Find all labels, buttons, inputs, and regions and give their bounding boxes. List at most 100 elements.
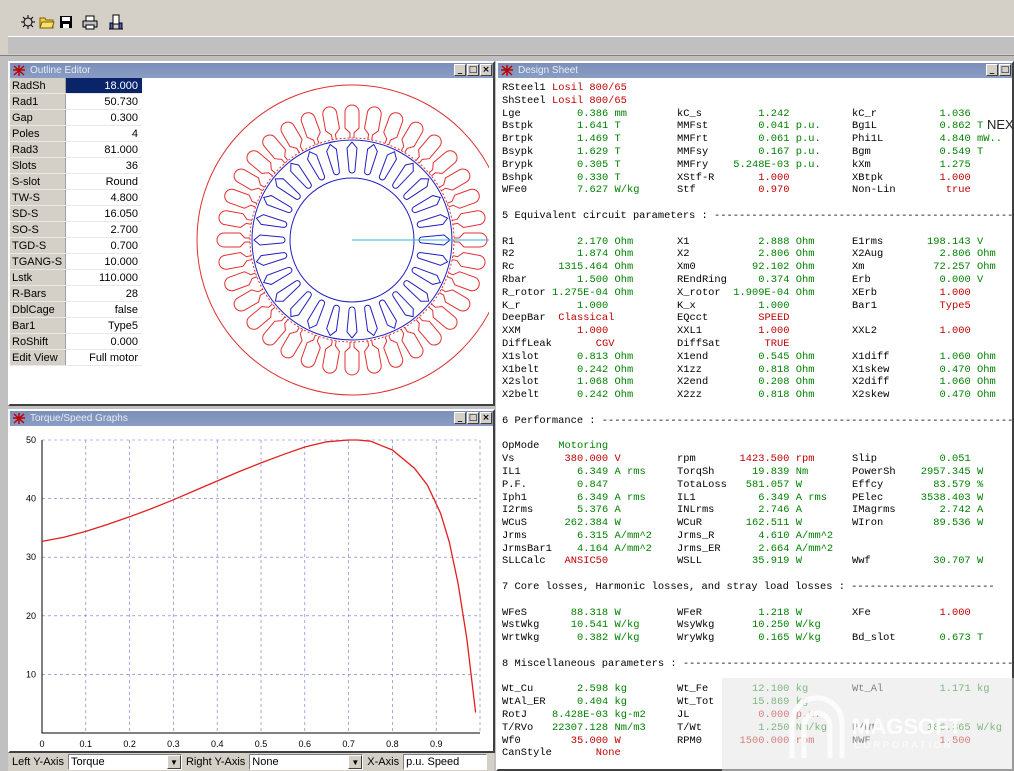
param-value[interactable]: 10.000 <box>66 254 142 269</box>
app-icon[interactable] <box>13 65 25 76</box>
design-line: Bsypk 1.629 T MMFsy 0.167 p.u. Bgm 0.549 T <box>502 146 1012 159</box>
maximize-button[interactable]: □ <box>467 64 479 76</box>
param-value[interactable]: 0.300 <box>66 110 142 125</box>
param-value[interactable]: false <box>66 302 142 317</box>
param-value[interactable]: 36 <box>66 158 142 173</box>
param-value: 35.919 <box>752 555 790 568</box>
param-label: T/Wt <box>677 721 702 734</box>
param-row[interactable]: SD-S 16.050 <box>10 206 142 222</box>
param-value: A/mm^2 <box>614 529 652 542</box>
param-row[interactable]: DblCage false <box>10 302 142 318</box>
param-row[interactable]: SO-S 2.700 <box>10 222 142 238</box>
param-label: PowerSh <box>852 465 896 478</box>
param-value[interactable]: 2.700 <box>66 222 142 237</box>
param-value: W <box>977 517 984 530</box>
close-button[interactable]: × <box>480 412 492 424</box>
param-value[interactable]: 28 <box>66 286 142 301</box>
design-line: ShSteel Losil 800/65 <box>502 95 1012 108</box>
param-label: MMFrt <box>677 133 709 146</box>
new-icon[interactable] <box>18 12 38 32</box>
param-value[interactable]: 16.050 <box>66 206 142 221</box>
param-value: Ohm <box>795 248 815 261</box>
param-value[interactable]: 4.800 <box>66 190 142 205</box>
param-label: IL1 <box>502 465 521 478</box>
param-row[interactable]: TW-S 4.800 <box>10 190 142 206</box>
param-value[interactable]: 0.000 <box>66 334 142 349</box>
x-tick-label: 0.7 <box>342 739 355 749</box>
param-row[interactable]: Edit View Full motor <box>10 350 142 366</box>
param-value: W <box>614 517 621 530</box>
param-value[interactable]: 18.000 <box>66 78 142 93</box>
param-row[interactable]: Rad1 50.730 <box>10 94 142 110</box>
param-label: I2rms <box>502 504 534 517</box>
app-icon[interactable] <box>501 65 513 76</box>
param-value[interactable]: Type5 <box>66 318 142 333</box>
open-icon[interactable] <box>37 12 57 32</box>
design-line: SLLCalc ANSIC50 WSLL 35.919 W Wwf 30.707 W <box>502 555 1012 568</box>
param-value: 0.061 <box>758 133 790 146</box>
param-row[interactable]: Gap 0.300 <box>10 110 142 126</box>
param-name: Gap <box>10 110 66 125</box>
app-icon[interactable] <box>13 413 25 424</box>
maximize-button[interactable]: □ <box>467 412 479 424</box>
param-row[interactable]: RadSh 18.000 <box>10 78 142 94</box>
param-row[interactable]: Poles 4 <box>10 126 142 142</box>
chevron-down-icon[interactable]: ▼ <box>348 755 363 769</box>
minimize-button[interactable]: _ <box>986 64 998 76</box>
outline-editor-titlebar[interactable]: Outline Editor _ □ × <box>10 63 493 78</box>
close-button[interactable]: × <box>480 64 492 76</box>
print-icon[interactable] <box>80 12 100 32</box>
param-value: 2.806 <box>758 248 790 261</box>
param-value: 0.208 <box>758 376 790 389</box>
param-row[interactable]: R-Bars 28 <box>10 286 142 302</box>
maximize-button[interactable]: □ <box>999 64 1011 76</box>
param-label: K_r <box>502 299 521 312</box>
design-sheet-titlebar[interactable]: Design Sheet _ □ <box>498 63 1012 78</box>
minimize-button[interactable]: _ <box>454 64 466 76</box>
param-value: Ohm <box>977 389 996 402</box>
param-row[interactable]: TGD-S 0.700 <box>10 238 142 254</box>
param-value: Ohm <box>614 235 634 248</box>
param-row[interactable]: Bar1 Type5 <box>10 318 142 334</box>
param-value: Ohm <box>614 376 634 389</box>
minimize-button[interactable]: _ <box>454 412 466 424</box>
param-row[interactable]: Rad3 81.000 <box>10 142 142 158</box>
param-row[interactable]: TGANG-S 10.000 <box>10 254 142 270</box>
torque-speed-titlebar[interactable]: Torque/Speed Graphs _ □ × <box>10 411 493 426</box>
param-row[interactable]: Lstk 110.000 <box>10 270 142 286</box>
torque-speed-chart[interactable]: 0 0.1 0.2 0.3 0.4 0.5 0.6 0.7 0.8 0.9 10 20 30 40 50 <box>10 426 489 751</box>
parameter-table: RadSh 18.000 Rad1 50.730 Gap 0.300 Poles 4 Rad3 8… <box>10 78 142 366</box>
param-row[interactable]: S-slot Round <box>10 174 142 190</box>
param-value[interactable]: 81.000 <box>66 142 142 157</box>
chevron-down-icon[interactable]: ▼ <box>166 755 181 769</box>
param-value[interactable]: 50.730 <box>66 94 142 109</box>
param-value[interactable]: 110.000 <box>66 270 142 285</box>
param-value[interactable]: Round <box>66 174 142 189</box>
param-value: W <box>977 465 984 478</box>
param-value: rpm <box>795 453 815 466</box>
param-label: Wwf <box>852 555 871 568</box>
param-value[interactable]: 4 <box>66 126 142 141</box>
param-label: XXL2 <box>852 325 877 338</box>
run-icon[interactable] <box>106 12 126 32</box>
param-label: WtAl_ER <box>502 696 546 709</box>
param-label: X1belt <box>502 363 540 376</box>
param-value[interactable]: Full motor <box>66 350 142 365</box>
right-y-axis-select[interactable]: None ▼ <box>249 754 364 770</box>
design-line: X2slot 1.068 Ohm X2end 0.208 Ohm X2diff 1.060 Oh… <box>502 376 1012 389</box>
section-header: 8 Miscellaneous parameters : -----------… <box>502 657 1012 670</box>
param-value: Ohm <box>795 363 815 376</box>
design-sheet-body[interactable]: RSteel1 Losil 800/65 ShSteel Losil 800/65 Lg… <box>498 78 1012 769</box>
param-row[interactable]: Slots 36 <box>10 158 142 174</box>
param-value: mm <box>614 107 627 120</box>
param-row[interactable]: RoShift 0.000 <box>10 334 142 350</box>
left-y-axis-select[interactable]: Torque ▼ <box>67 754 182 770</box>
param-label: MMFsy <box>677 145 709 158</box>
param-label: WFe0 <box>502 184 527 197</box>
param-value[interactable]: 0.700 <box>66 238 142 253</box>
param-value: Ohm <box>795 273 815 286</box>
motor-cross-section[interactable] <box>142 78 489 404</box>
x-axis-select[interactable]: p.u. Speed <box>403 754 488 770</box>
param-value: 8.428E-03 <box>552 709 609 722</box>
save-icon[interactable] <box>56 12 76 32</box>
